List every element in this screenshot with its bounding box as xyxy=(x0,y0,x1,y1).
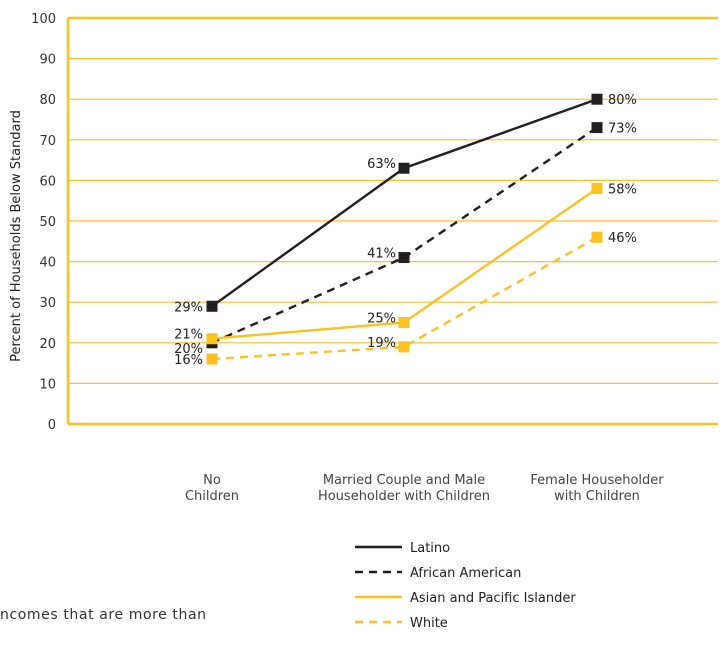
data-labels: 29% 63% 80% 20% 41% 73% 21% 25% 58% 16% 19% 46% xyxy=(174,93,637,368)
marker-asian-and-pacific-islander-1 xyxy=(398,317,410,328)
legend: Latino African American Asian and Pacific … xyxy=(355,541,576,631)
y-tick-label-40: 40 xyxy=(39,256,56,271)
marker-asian-and-pacific-islander-0 xyxy=(206,333,218,345)
marker-african-american-2 xyxy=(591,122,603,134)
marker-white-1 xyxy=(398,341,410,353)
y-tick-label-50: 50 xyxy=(39,215,56,230)
data-label-african-american-1: 41% xyxy=(367,247,396,262)
y-tick-label-10: 10 xyxy=(39,377,56,392)
x-tick-label-1-1: Householder with Children xyxy=(318,489,490,504)
data-label-african-american-2: 73% xyxy=(608,122,637,137)
legend-label-latino: Latino xyxy=(410,541,450,556)
x-tick-label-0-0: No xyxy=(203,473,221,488)
data-label-white-0: 16% xyxy=(174,353,203,368)
series-line-white xyxy=(211,236,598,361)
y-tick-label-0: 0 xyxy=(48,418,56,433)
legend-label-white: White xyxy=(410,616,448,631)
marker-white-2 xyxy=(591,231,603,243)
legend-label-asian-and-pacific-islander: Asian and Pacific Islander xyxy=(410,591,576,606)
data-label-asian-and-pacific-islander-2: 58% xyxy=(608,183,637,198)
data-label-asian-and-pacific-islander-0: 21% xyxy=(174,328,203,343)
series-lines xyxy=(206,93,603,365)
y-tick-label-30: 30 xyxy=(39,296,56,311)
y-tick-label-60: 60 xyxy=(39,174,56,189)
y-tick-label-70: 70 xyxy=(39,134,56,149)
data-label-african-american-0: 20% xyxy=(174,342,203,357)
data-label-asian-and-pacific-islander-1: 25% xyxy=(367,312,396,327)
marker-asian-and-pacific-islander-2 xyxy=(591,183,603,195)
x-tick-label-2-1: with Children xyxy=(554,489,640,504)
body-text: ncomes that are more than xyxy=(0,607,207,623)
series-line-african-american xyxy=(211,126,598,344)
x-tick-label-1-0: Married Couple and Male xyxy=(323,473,485,488)
marker-white-0 xyxy=(206,353,218,365)
series-line-latino xyxy=(211,98,598,308)
data-label-latino-0: 29% xyxy=(174,300,203,315)
legend-label-african-american: African American xyxy=(410,566,521,581)
marker-latino-1 xyxy=(398,162,410,174)
y-tick-label-80: 80 xyxy=(39,93,56,108)
y-tick-label-100: 100 xyxy=(31,12,56,27)
marker-latino-2 xyxy=(591,93,603,105)
y-tick-label-90: 90 xyxy=(39,53,56,68)
marker-latino-0 xyxy=(206,300,218,312)
data-label-white-2: 46% xyxy=(608,231,637,246)
data-label-latino-1: 63% xyxy=(367,157,396,172)
y-ticks: 0 10 20 30 40 50 60 70 80 90 100 xyxy=(31,12,56,433)
grid xyxy=(66,16,718,426)
data-label-latino-2: 80% xyxy=(608,93,637,108)
data-label-white-1: 19% xyxy=(367,336,396,351)
x-tick-label-2-0: Female Householder xyxy=(530,473,664,488)
x-tick-label-0-1: Children xyxy=(185,489,239,504)
y-axis-title: Percent of Households Below Standard xyxy=(9,110,24,362)
y-tick-label-20: 20 xyxy=(39,337,56,352)
marker-african-american-1 xyxy=(398,252,410,264)
